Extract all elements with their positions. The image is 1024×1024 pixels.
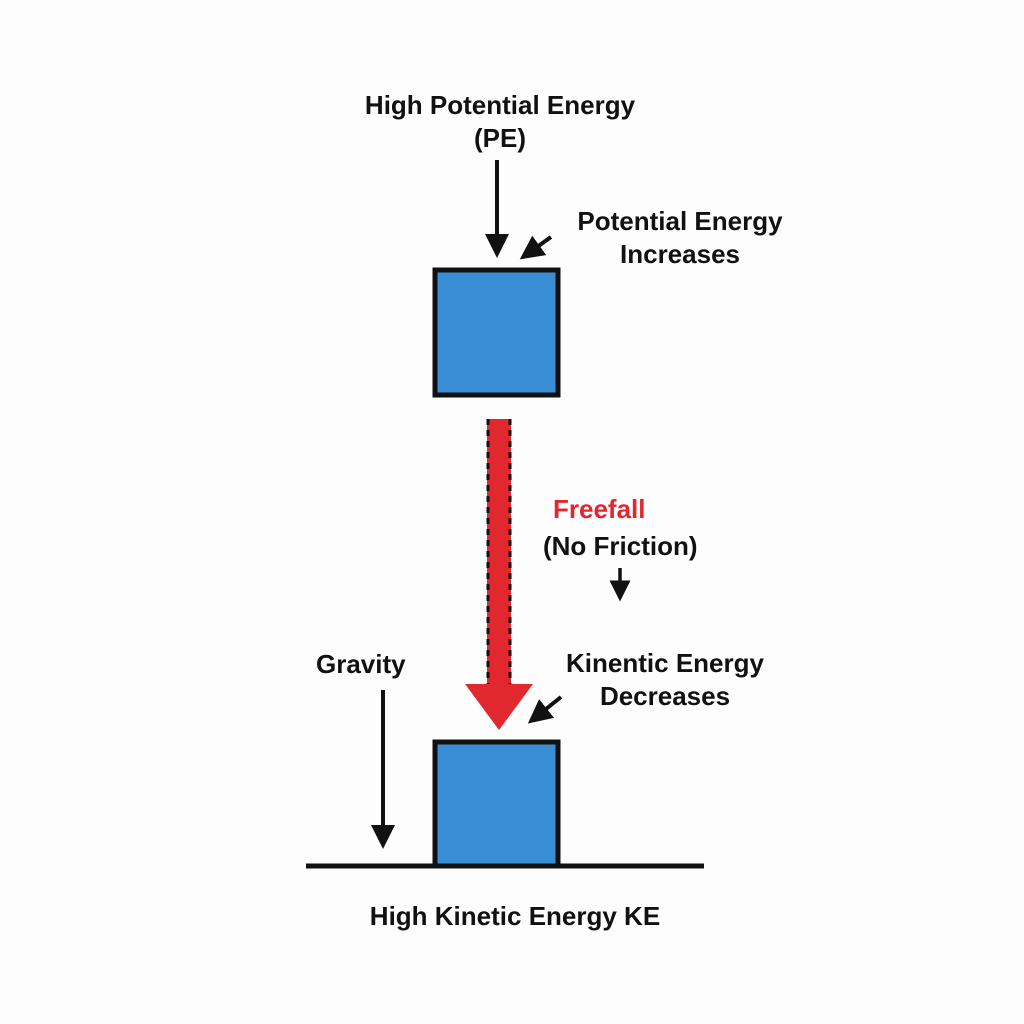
- top-block: [432, 267, 561, 398]
- ke-decreases-arrow: [527, 695, 563, 724]
- high-kinetic-energy-label: High Kinetic Energy KE: [369, 901, 661, 931]
- freefall-arrow: [465, 419, 533, 730]
- gravity-label: Gravity: [316, 649, 406, 679]
- potential-energy-increases-label: Potential Energy Increases: [540, 205, 820, 271]
- high-potential-energy-label: High Potential Energy (PE): [300, 89, 700, 155]
- no-friction-label: (No Friction): [543, 531, 698, 561]
- freefall-label: Freefall: [553, 494, 646, 524]
- pe-increases-line2: Increases: [620, 239, 740, 269]
- bottom-block: [432, 739, 561, 869]
- kinetic-energy-decreases-label: Kinentic Energy Decreases: [520, 647, 810, 713]
- pe-increases-arrow: [519, 235, 553, 260]
- high-pe-line2: (PE): [474, 123, 526, 153]
- high-pe-line1: High Potential Energy: [364, 90, 636, 120]
- ke-decreases-line1: Kinentic Energy: [566, 648, 764, 678]
- pe-increases-line1: Potential Energy: [577, 206, 783, 236]
- ke-decreases-line2: Decreases: [599, 681, 731, 711]
